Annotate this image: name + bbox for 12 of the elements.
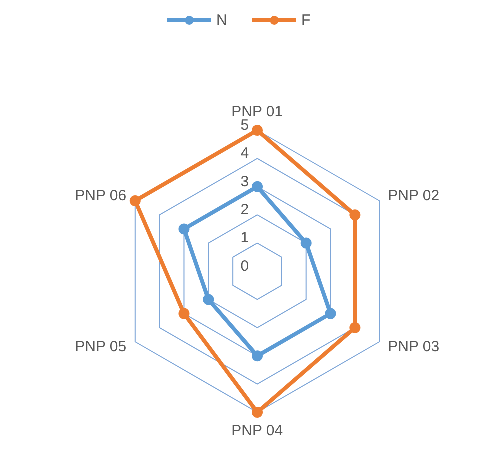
y-tick-label: 4	[240, 145, 250, 162]
y-tick-label: 3	[240, 173, 250, 190]
y-tick-label: 2	[240, 202, 250, 219]
spoke-label: PNP 02	[388, 188, 440, 205]
spoke-label: PNP 06	[75, 188, 127, 205]
legend-label: N	[216, 12, 228, 28]
y-tick-label: 0	[240, 258, 250, 275]
legend-label: F	[302, 12, 312, 28]
spoke-label: PNP 04	[232, 422, 284, 440]
spoke-label: PNP 03	[388, 338, 440, 356]
y-tick-label: 1	[240, 230, 250, 247]
spoke-label: PNP 05	[75, 338, 127, 356]
